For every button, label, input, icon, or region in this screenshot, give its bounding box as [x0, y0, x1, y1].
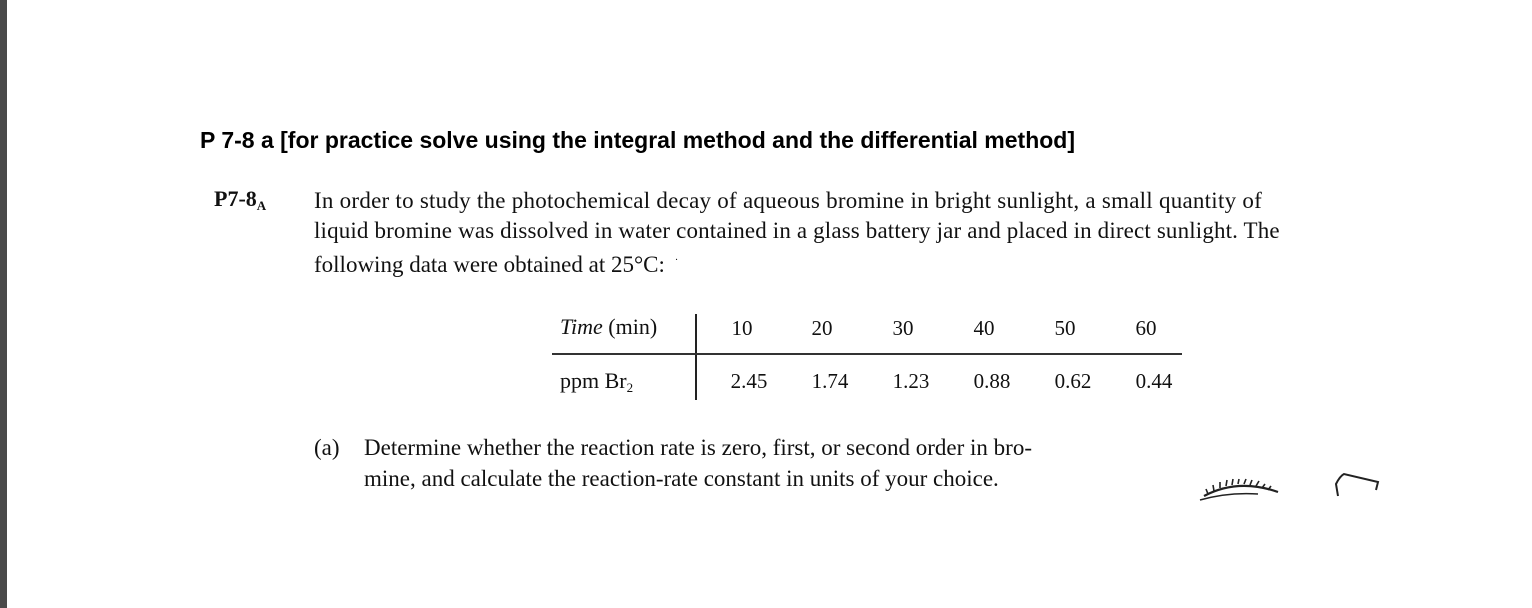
part-a-label: (a) — [314, 435, 340, 460]
part-a-text: Determine whether the reaction rate is z… — [364, 432, 1032, 494]
part-a-line: Determine whether the reaction rate is z… — [364, 435, 1032, 460]
br2-label-subscript: 2 — [626, 380, 634, 395]
part-a-line: mine, and calculate the reaction-rate co… — [364, 466, 999, 491]
sun-icon — [1199, 478, 1279, 501]
data-table: Time (min) ppm Br2 10 20 30 40 50 60 2.4… — [552, 308, 1182, 400]
br2-cell: 0.44 — [1135, 369, 1173, 393]
table-horizontal-rule — [552, 353, 1182, 355]
time-label-italic: Time — [560, 314, 603, 339]
time-cell: 30 — [892, 316, 914, 340]
time-cell: 40 — [973, 316, 995, 340]
problem-number: P7-8A — [214, 186, 266, 214]
stray-dot: · — [674, 255, 679, 266]
br2-cell: 1.74 — [811, 369, 849, 393]
problem-number-subscript: A — [256, 198, 267, 213]
row-label-br2: ppm Br2 — [560, 368, 633, 396]
br2-label-text: ppm Br — [560, 368, 627, 393]
beaker-icon — [1334, 472, 1380, 497]
intro-line: following data were obtained at 25°C: · — [314, 246, 1424, 280]
intro-line: In order to study the photochemical deca… — [314, 188, 1262, 213]
time-cell: 60 — [1135, 316, 1157, 340]
time-cell: 20 — [811, 316, 833, 340]
time-cell: 10 — [731, 316, 753, 340]
intro-line: liquid bromine was dissolved in water co… — [314, 218, 1280, 243]
br2-cell: 1.23 — [892, 369, 930, 393]
problem-intro: In order to study the photochemical deca… — [314, 186, 1424, 280]
intro-line-text: following data were obtained at 25°C: — [314, 252, 665, 277]
time-cell: 50 — [1054, 316, 1076, 340]
br2-cell: 2.45 — [730, 369, 768, 393]
br2-cell: 0.88 — [973, 369, 1011, 393]
br2-cell: 0.62 — [1054, 369, 1092, 393]
time-label-unit: (min) — [602, 314, 658, 339]
window-edge-bar — [0, 0, 7, 608]
page-heading: P 7-8 a [for practice solve using the in… — [200, 127, 1075, 153]
problem-number-text: P7-8 — [214, 186, 257, 211]
row-label-time: Time (min) — [560, 314, 657, 340]
table-vertical-rule — [695, 314, 697, 400]
